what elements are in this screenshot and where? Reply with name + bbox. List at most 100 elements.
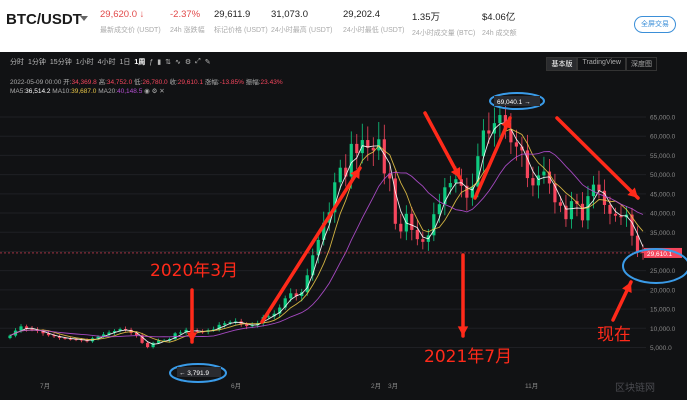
candle-body: [553, 183, 557, 203]
stat-value: 1.35万: [412, 12, 440, 23]
pair-selector[interactable]: BTC/USDT: [6, 11, 82, 28]
candle-body: [349, 143, 353, 177]
arrow-fall-2021-head: [450, 167, 461, 178]
stat-label: 24h 涨跌幅: [170, 27, 205, 34]
ohlc-low-label: 低:: [134, 79, 143, 86]
candle-body: [399, 223, 403, 232]
tab-basic[interactable]: 基本版: [546, 57, 578, 71]
low-marker-box: [177, 367, 221, 377]
stat-label: 24小时最低 (USDT): [343, 27, 405, 34]
candle-body: [19, 326, 23, 331]
ohlc-change-label: 涨幅:: [204, 79, 220, 86]
timeframe-option[interactable]: 分时: [10, 59, 24, 66]
y-tick-label: 10,000.0: [650, 326, 676, 333]
timeframe-option[interactable]: 15分钟: [49, 59, 72, 66]
candle-body: [536, 175, 541, 186]
tab-depth[interactable]: 深度图: [626, 57, 657, 71]
y-tick-label: 5,000.0: [650, 345, 672, 352]
candle-body: [316, 239, 320, 256]
arrow-now-head: [622, 282, 632, 293]
candle-body: [371, 147, 375, 151]
arrow-rise-2020-head: [350, 168, 360, 179]
candle-body: [289, 293, 293, 299]
stat-value: $4.06亿: [482, 12, 516, 23]
stat-24h-volume: 1.35万 24小时成交量 (BTC): [412, 9, 475, 38]
candle-body: [366, 140, 370, 148]
eye-icon[interactable]: ◉: [144, 88, 150, 95]
candle-body: [476, 156, 480, 187]
timeframe-option[interactable]: 1分钟: [28, 59, 46, 66]
close-icon[interactable]: ✕: [159, 88, 165, 95]
arrow-2020-march-head: [186, 332, 198, 342]
tab-tradingview[interactable]: TradingView: [577, 57, 626, 71]
stat-last-price: 29,620.0 ↓ 最新成交价 (USDT): [100, 9, 161, 35]
chart-settings-icon[interactable]: ⚙: [184, 59, 192, 66]
candle-body: [212, 329, 216, 331]
stat-change: -2.37% 24h 涨跌幅: [170, 9, 205, 35]
last-price-tag: [644, 247, 682, 258]
ohlc-date: 2022-05-09 00:00: [10, 79, 62, 86]
timeframe-option-active[interactable]: 1周: [134, 59, 146, 66]
chevron-down-icon[interactable]: [80, 16, 88, 21]
ohlc-amp-label: 振幅:: [245, 79, 261, 86]
timeframe-bar: 分时 1分钟 15分钟 1小时 4小时 1日 1周 ƒ ▮ ⇅ ∿ ⚙ ⤢ ✎: [10, 57, 211, 67]
fullscreen-trade-button[interactable]: 全屏交易: [634, 16, 676, 33]
candle-body: [443, 187, 447, 205]
fullscreen-icon[interactable]: ⤢: [195, 58, 201, 65]
candle-body: [437, 204, 441, 215]
candle-body: [635, 235, 640, 252]
stat-value: 29,202.4: [343, 9, 380, 20]
timeframe-option[interactable]: 4小时: [97, 59, 116, 66]
high-marker-box: [494, 96, 540, 106]
candle-body: [68, 338, 73, 340]
timeframe-option[interactable]: 1日: [119, 59, 131, 66]
ohlc-change: -13.85%: [219, 79, 244, 86]
candle-body: [338, 167, 342, 183]
market-header: BTC/USDT 29,620.0 ↓ 最新成交价 (USDT) -2.37% …: [0, 0, 687, 52]
ohlc-close: 29,610.1: [177, 79, 204, 86]
candle-body: [498, 115, 502, 124]
y-tick-label: 15,000.0: [650, 307, 676, 314]
draw-tool-icon[interactable]: ✎: [204, 59, 211, 66]
candle-body: [74, 339, 78, 341]
annotation-2021-july: 2021年7月: [424, 347, 512, 367]
indicator-icon[interactable]: ƒ: [149, 58, 154, 66]
stat-mark-price: 29,611.9 标记价格 (USDT): [214, 9, 268, 35]
candle-body: [272, 313, 276, 317]
candle-body: [619, 215, 623, 218]
candle-body: [421, 239, 425, 242]
candle-body: [101, 334, 106, 337]
candle-body: [107, 332, 111, 335]
indicator-settings-icon[interactable]: ∿: [174, 59, 181, 66]
candle-body: [531, 178, 535, 186]
ohlc-open: 34,369.8: [71, 79, 97, 86]
timeframe-option[interactable]: 1小时: [75, 59, 94, 66]
candle-body: [448, 183, 452, 188]
candle-body: [514, 142, 518, 147]
candle-body: [267, 316, 271, 318]
candle-body: [256, 323, 260, 326]
x-tick-label: 6月: [231, 382, 241, 390]
x-tick-label: 11月: [525, 382, 538, 390]
compare-icon[interactable]: ⇅: [165, 59, 171, 66]
candle-body: [415, 229, 419, 240]
stat-value: 31,073.0: [271, 9, 308, 20]
candle-body: [294, 293, 298, 297]
arrow-rise-2021-head: [501, 118, 511, 129]
y-tick-label: 35,000.0: [650, 230, 676, 237]
settings-icon[interactable]: ⚙: [151, 88, 158, 95]
candle-body: [46, 333, 51, 336]
annotation-now: 现在: [597, 325, 631, 345]
candle-body: [542, 171, 546, 176]
ohlc-low: 26,780.0: [142, 79, 168, 86]
candle-body: [135, 332, 139, 336]
candle-body: [184, 329, 188, 333]
chart-panel: [0, 52, 687, 400]
x-tick-label: 2月: [371, 382, 381, 390]
candle-type-icon[interactable]: ▮: [157, 59, 162, 66]
arrow-2021-july-head: [457, 326, 469, 336]
candle-body: [608, 204, 612, 214]
candle-body: [245, 324, 249, 326]
candle-body: [597, 184, 601, 191]
